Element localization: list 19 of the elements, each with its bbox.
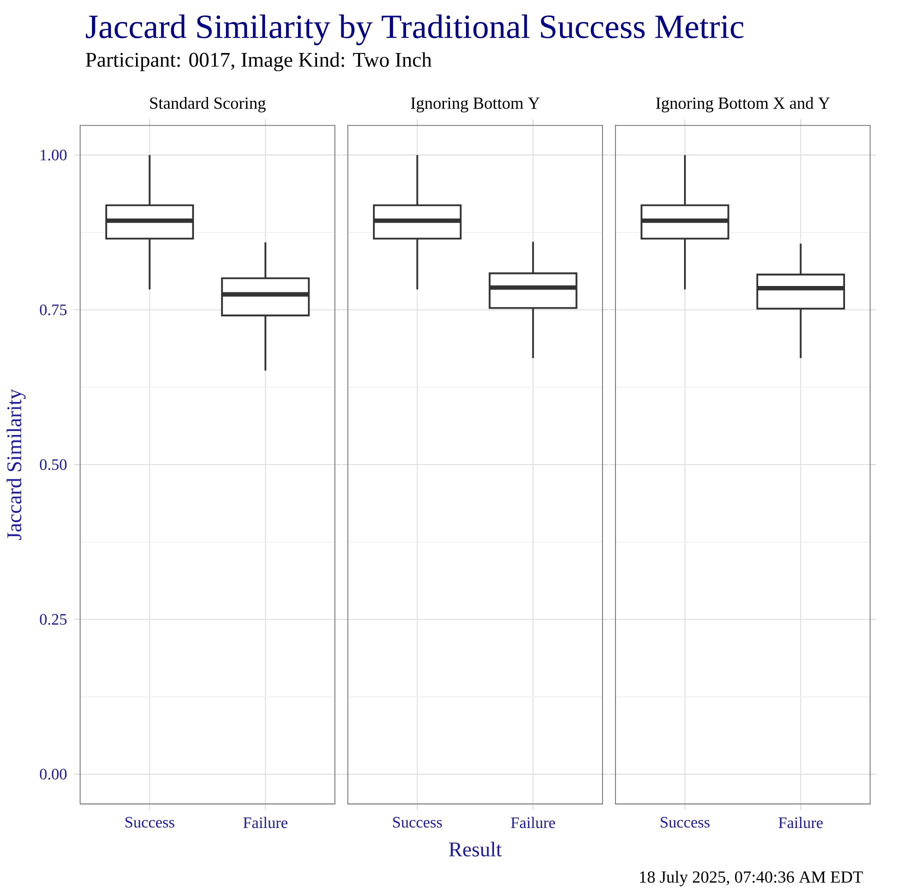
y-tick-label: 0.75 [40, 304, 67, 316]
y-tick-label: 1.00 [40, 149, 67, 160]
chart-title: Ignoring Bottom X and Y [656, 96, 830, 112]
text: 18 July 2025, 07:40:36 AM EDT [640, 870, 863, 886]
text: Participant: 0017, Image Kind: Two Inch [86, 52, 432, 71]
x-tick-label: Success [393, 816, 442, 828]
x-tick-label: Failure [243, 816, 288, 828]
x-tick-label: Success [660, 816, 710, 828]
x-axis-title: Result [449, 842, 502, 856]
y-tick-label: 0.00 [40, 768, 67, 780]
y-tick-label: 0.25 [40, 614, 67, 625]
x-tick-label: Failure [510, 816, 556, 828]
y-axis-title: Jaccard Similarity [6, 388, 26, 540]
text: Jaccard Similarity by Traditional Success Metric [86, 14, 744, 46]
x-tick-label: Failure [778, 816, 823, 828]
x-tick-label: Success [125, 816, 174, 828]
chart-title: Ignoring Bottom Y [410, 97, 540, 112]
chart-title: Standard Scoring [150, 96, 266, 112]
y-tick-label: 0.50 [40, 459, 67, 470]
